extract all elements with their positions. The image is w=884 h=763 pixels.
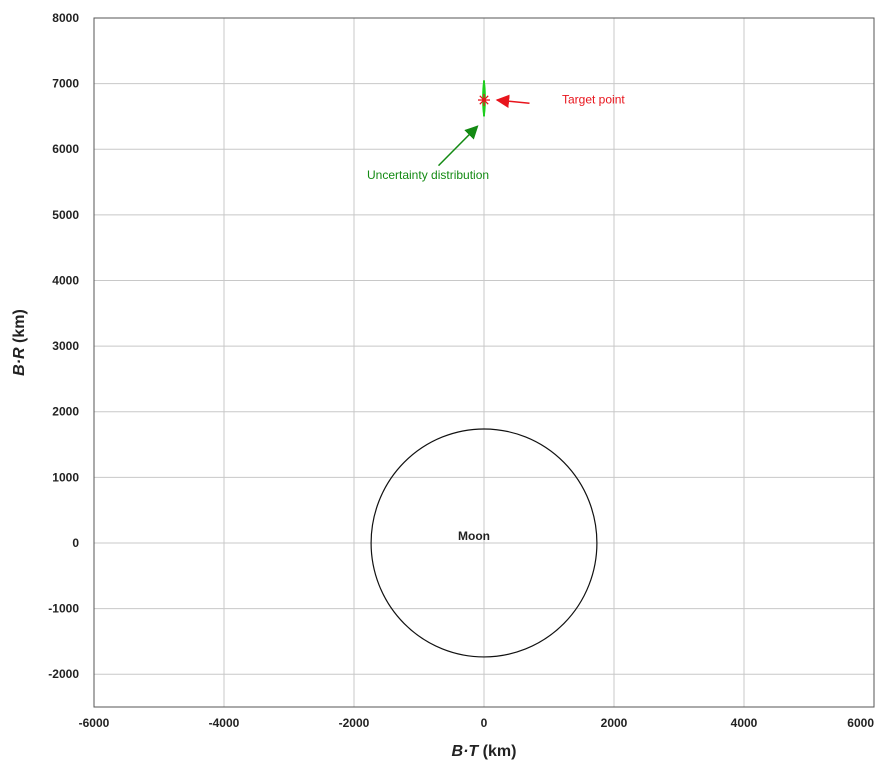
x-axis-label: B·T (km) <box>452 743 517 760</box>
data-layer <box>478 80 490 117</box>
moon-layer: Moon <box>370 428 598 658</box>
y-tick-label: -2000 <box>48 667 79 681</box>
x-tick-label: -6000 <box>79 716 110 730</box>
y-tick-label: 8000 <box>52 11 79 25</box>
y-tick-label: 4000 <box>52 273 79 287</box>
target-point-stroke <box>479 95 489 105</box>
uncertainty-label: Uncertainty distribution <box>367 168 489 182</box>
y-tick-label: 1000 <box>52 470 79 484</box>
x-tick-label: 2000 <box>601 716 628 730</box>
y-tick-label: 5000 <box>52 208 79 222</box>
x-tick-label: -2000 <box>339 716 370 730</box>
uncertainty-arrow <box>437 125 479 167</box>
y-tick-label: 0 <box>72 536 79 550</box>
grid-lines <box>93 17 875 707</box>
x-tick-label: 4000 <box>731 716 758 730</box>
y-axis-label: B·R (km) <box>11 309 28 376</box>
plot-area <box>93 17 875 708</box>
y-tick-label: 7000 <box>52 77 79 91</box>
y-tick-label: 3000 <box>52 339 79 353</box>
target-point-arrow <box>495 94 530 108</box>
y-axis-label-var: B·R <box>11 347 28 376</box>
moon-circle <box>370 428 598 658</box>
y-axis-label-unit: (km) <box>11 309 28 347</box>
y-tick-label: 2000 <box>52 405 79 419</box>
target-point-label: Target point <box>562 92 625 106</box>
x-tick-label: 0 <box>481 716 488 730</box>
annotations: Target point Uncertainty distribution <box>367 92 625 181</box>
y-tick-label: 6000 <box>52 142 79 156</box>
x-axis-label-var: B·T <box>452 743 480 760</box>
tick-labels: -6000 -4000 -2000 0 2000 4000 6000 -2000 -1000 0 1… <box>48 11 874 730</box>
moon-label: Moon <box>458 529 490 543</box>
y-tick-label: -1000 <box>48 602 79 616</box>
x-axis-label-unit: (km) <box>478 743 516 760</box>
x-tick-label: -4000 <box>209 716 240 730</box>
x-tick-label: 6000 <box>847 716 874 730</box>
target-point-marker <box>478 94 490 107</box>
